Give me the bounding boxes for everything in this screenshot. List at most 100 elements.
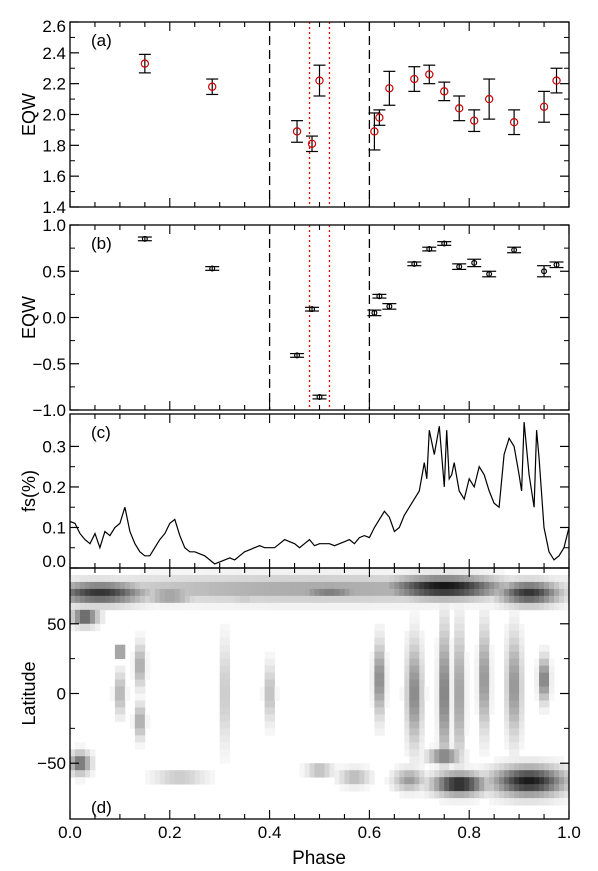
heatmap-cell bbox=[189, 581, 196, 590]
heatmap-cell bbox=[94, 588, 101, 597]
heatmap-cell bbox=[184, 581, 191, 590]
data-point bbox=[552, 76, 561, 85]
heatmap-cell bbox=[454, 644, 460, 653]
heatmap-cell bbox=[464, 658, 470, 667]
heatmap-cell bbox=[454, 728, 460, 736]
heatmap-cell bbox=[119, 588, 126, 597]
heatmap-cell bbox=[359, 770, 365, 778]
heatmap-cell bbox=[194, 770, 201, 778]
heatmap-cell bbox=[79, 609, 86, 618]
heatmap-cell bbox=[414, 686, 420, 694]
heatmap-cell bbox=[524, 574, 530, 583]
heatmap-cell bbox=[414, 568, 420, 576]
heatmap-cell bbox=[464, 784, 470, 792]
heatmap-cell bbox=[404, 735, 410, 743]
heatmap-cell bbox=[479, 595, 485, 604]
heatmap-cell bbox=[534, 756, 540, 764]
heatmap-cell bbox=[374, 651, 380, 660]
heatmap-cell bbox=[174, 602, 181, 611]
heatmap-cell bbox=[339, 588, 345, 597]
heatmap-cell bbox=[484, 735, 490, 743]
heatmap-cell bbox=[299, 581, 305, 590]
heatmap-cell bbox=[409, 756, 415, 764]
heatmap-cell bbox=[264, 686, 270, 694]
heatmap-cell bbox=[274, 568, 280, 576]
heatmap-cell bbox=[329, 574, 335, 583]
heatmap-cell bbox=[449, 770, 455, 778]
heatmap-cell bbox=[494, 574, 500, 583]
heatmap-cell bbox=[444, 714, 450, 722]
heatmap-cell bbox=[74, 581, 81, 590]
heatmap-cell bbox=[439, 686, 445, 694]
data-point bbox=[541, 268, 548, 275]
heatmap-cell bbox=[394, 602, 400, 611]
heatmap-cell bbox=[324, 568, 330, 576]
heatmap-cell bbox=[479, 568, 485, 576]
heatmap-cell bbox=[144, 568, 151, 576]
heatmap-cell bbox=[319, 588, 325, 597]
heatmap-cell bbox=[389, 602, 395, 611]
heatmap-cell bbox=[324, 595, 330, 604]
heatmap-cell bbox=[299, 568, 305, 576]
data-point bbox=[441, 240, 448, 247]
heatmap-cell bbox=[149, 602, 156, 611]
heatmap-cell bbox=[84, 763, 91, 771]
heatmap-cell bbox=[184, 574, 191, 583]
heatmap-cell bbox=[494, 595, 500, 604]
heatmap-cell bbox=[149, 574, 156, 583]
heatmap-cell bbox=[434, 568, 440, 576]
heatmap-cell bbox=[79, 574, 86, 583]
heatmap-cell bbox=[474, 763, 480, 771]
heatmap-cell bbox=[434, 777, 440, 785]
heatmap-cell bbox=[519, 679, 525, 687]
heatmap-cell bbox=[369, 658, 375, 667]
heatmap-cell bbox=[414, 574, 420, 583]
heatmap-cell bbox=[449, 798, 455, 806]
heatmap-cell bbox=[144, 770, 151, 778]
heatmap-cell bbox=[239, 568, 246, 576]
heatmap-cell bbox=[339, 763, 345, 771]
heatmap-cell bbox=[514, 644, 520, 653]
heatmap-cell bbox=[514, 735, 520, 743]
data-point bbox=[141, 235, 148, 242]
heatmap-cell bbox=[449, 693, 455, 701]
heatmap-cell bbox=[464, 672, 470, 680]
y-axis-label: fs(%) bbox=[19, 470, 39, 512]
heatmap-cell bbox=[549, 777, 555, 785]
heatmap-cell bbox=[484, 623, 490, 632]
heatmap-cell bbox=[404, 707, 410, 715]
heatmap-cell bbox=[89, 763, 96, 771]
heatmap-cell bbox=[254, 581, 261, 590]
heatmap-cell bbox=[484, 721, 490, 729]
heatmap-cell bbox=[389, 588, 395, 597]
heatmap-cell bbox=[249, 588, 256, 597]
heatmap-cell bbox=[444, 791, 450, 799]
heatmap-cell bbox=[379, 728, 385, 736]
heatmap-cell bbox=[449, 742, 455, 750]
heatmap-cell bbox=[419, 630, 425, 639]
heatmap-cell bbox=[484, 581, 490, 590]
y-tick-label: 0.0 bbox=[42, 309, 66, 328]
heatmap-cell bbox=[474, 679, 480, 687]
heatmap-cell bbox=[394, 777, 400, 785]
heatmap-cell bbox=[524, 784, 530, 792]
heatmap-cell bbox=[404, 658, 410, 667]
heatmap-cell bbox=[389, 574, 395, 583]
heatmap-cell bbox=[89, 770, 96, 778]
heatmap-cell bbox=[474, 672, 480, 680]
heatmap-cell bbox=[89, 574, 96, 583]
heatmap-cell bbox=[99, 581, 106, 590]
heatmap-cell bbox=[139, 568, 146, 576]
heatmap-cell bbox=[414, 735, 420, 743]
heatmap-cell bbox=[309, 588, 315, 597]
heatmap-cell bbox=[374, 581, 380, 590]
heatmap-cell bbox=[344, 581, 350, 590]
heatmap-cell bbox=[459, 623, 465, 632]
heatmap-cell bbox=[429, 756, 435, 764]
y-tick-label: 0.2 bbox=[42, 478, 66, 497]
heatmap-cell bbox=[384, 581, 390, 590]
heatmap-cell bbox=[539, 658, 545, 667]
heatmap-cell bbox=[89, 756, 96, 764]
heatmap-cell bbox=[344, 588, 350, 597]
heatmap-cell bbox=[354, 588, 360, 597]
